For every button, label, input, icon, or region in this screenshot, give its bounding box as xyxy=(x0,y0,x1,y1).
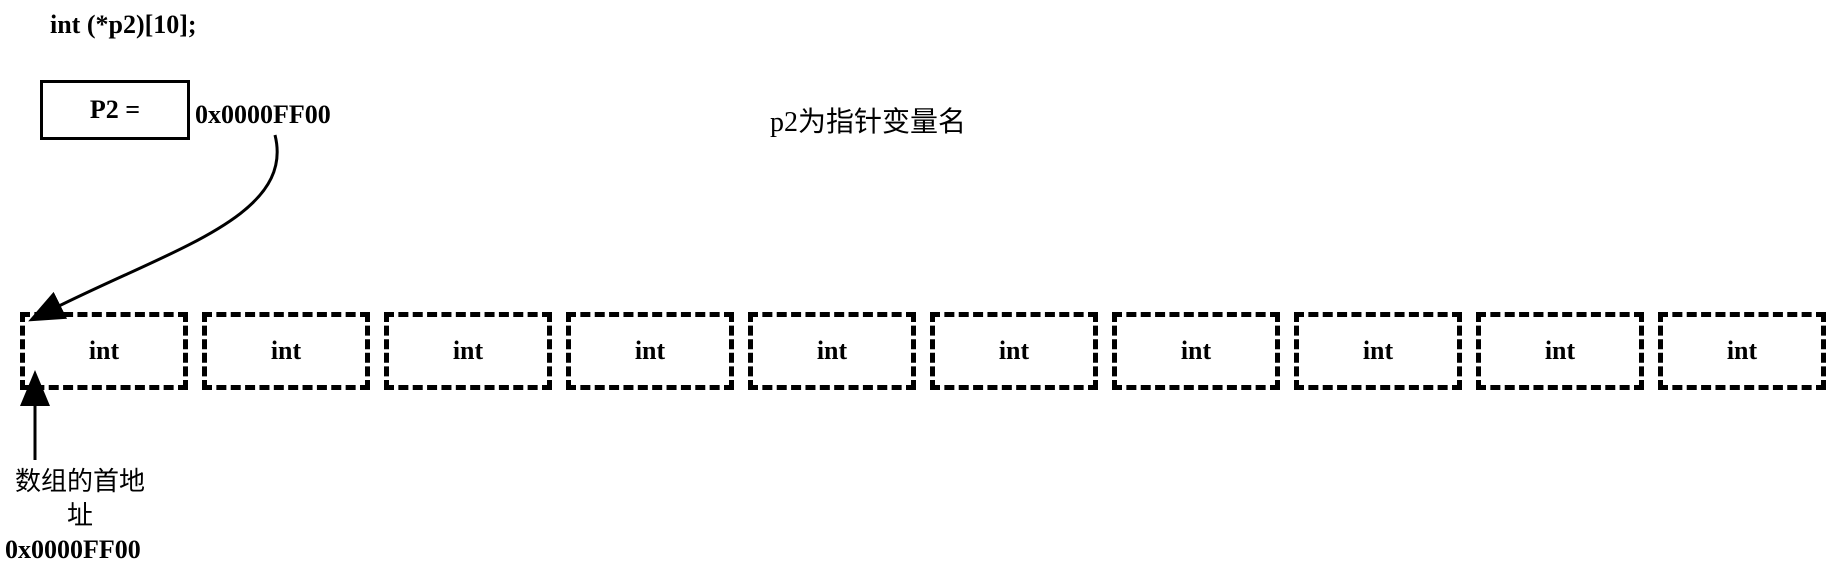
array-cell: int xyxy=(384,312,552,390)
arrows-overlay xyxy=(0,0,1848,562)
array-cell: int xyxy=(930,312,1098,390)
array-cell: int xyxy=(1112,312,1280,390)
array-cell: int xyxy=(20,312,188,390)
array-cell: int xyxy=(1476,312,1644,390)
declaration-text: int (*p2)[10]; xyxy=(50,10,197,40)
hex-value-text: 0x0000FF00 xyxy=(195,100,331,130)
array-container: intintintintintintintintintint xyxy=(20,312,1826,390)
array-cell: int xyxy=(566,312,734,390)
p2-variable-box: P2 = xyxy=(40,80,190,140)
array-cell: int xyxy=(748,312,916,390)
description-text: p2为指针变量名 xyxy=(770,100,966,140)
bottom-label-line1: 数组的首地 xyxy=(15,465,145,499)
bottom-hex-text: 0x0000FF00 xyxy=(5,535,141,565)
p2-box-label: P2 = xyxy=(90,95,140,125)
curved-arrow xyxy=(55,135,277,308)
bottom-label: 数组的首地 址 xyxy=(15,465,145,533)
bottom-label-line2: 址 xyxy=(15,499,145,533)
array-cell: int xyxy=(202,312,370,390)
array-cell: int xyxy=(1658,312,1826,390)
array-cell: int xyxy=(1294,312,1462,390)
